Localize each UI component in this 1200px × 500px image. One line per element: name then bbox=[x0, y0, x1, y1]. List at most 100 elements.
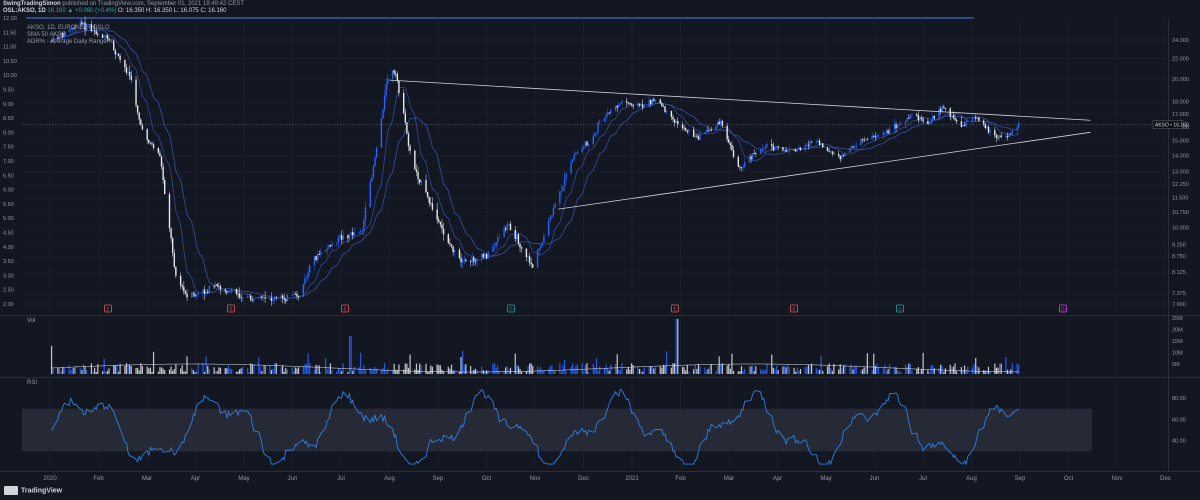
x-tick-label: Aug bbox=[966, 476, 977, 482]
candle-body bbox=[705, 130, 708, 133]
volume-bar bbox=[391, 369, 394, 374]
candle-body bbox=[597, 122, 599, 133]
candle-body bbox=[493, 245, 496, 247]
candle-body bbox=[841, 154, 843, 160]
volume-bar bbox=[183, 371, 185, 374]
candle-body bbox=[407, 133, 410, 146]
volume-bar bbox=[436, 364, 438, 374]
volume-bar bbox=[508, 370, 510, 374]
volume-bar bbox=[175, 364, 177, 374]
candle-body bbox=[916, 114, 918, 116]
volume-bar bbox=[630, 363, 633, 374]
candle-body bbox=[84, 22, 86, 31]
candle-body bbox=[866, 139, 869, 141]
volume-bar bbox=[63, 367, 65, 374]
candle-body bbox=[852, 146, 854, 148]
volume-bar bbox=[693, 369, 695, 374]
volume-label[interactable]: Vol bbox=[27, 318, 36, 324]
volume-bar bbox=[157, 371, 159, 374]
volume-bar bbox=[666, 351, 668, 374]
right-tick-label: 24.000 bbox=[1172, 38, 1189, 44]
candle-body bbox=[759, 148, 762, 154]
last-price-tag bbox=[1152, 120, 1184, 129]
candle-body bbox=[313, 256, 316, 265]
candle-body bbox=[387, 78, 389, 84]
volume-bar bbox=[331, 370, 333, 374]
volume-bar bbox=[820, 355, 822, 374]
candle-body bbox=[183, 286, 185, 292]
candle-body bbox=[152, 144, 155, 148]
volume-bar bbox=[540, 366, 542, 374]
volume-bar bbox=[336, 371, 338, 374]
volume-bar bbox=[774, 369, 776, 374]
ma-label[interactable]: SMA 50 AKSO bbox=[27, 32, 67, 38]
candle-body bbox=[975, 117, 977, 119]
volume-bar bbox=[1000, 363, 1002, 374]
volume-bar bbox=[817, 369, 819, 374]
volume-bar bbox=[227, 365, 230, 374]
candle-body bbox=[708, 129, 711, 132]
volume-bar bbox=[237, 371, 239, 374]
volume-bar bbox=[294, 367, 296, 374]
volume-bar bbox=[382, 367, 384, 374]
candle-body bbox=[348, 234, 351, 239]
candle-body bbox=[92, 30, 94, 32]
candle-body bbox=[159, 152, 161, 157]
candle-body bbox=[275, 297, 277, 299]
volume-bar bbox=[258, 357, 260, 374]
volume-bar bbox=[50, 346, 53, 374]
right-tick-label: 12.250 bbox=[1172, 182, 1189, 188]
volume-bar bbox=[452, 370, 454, 374]
candle-body bbox=[930, 120, 932, 124]
rsi-tick-label: 40.00 bbox=[1172, 439, 1186, 445]
volume-bar bbox=[793, 367, 795, 374]
candle-body bbox=[447, 234, 450, 243]
candle-body bbox=[732, 150, 735, 157]
candle-body bbox=[482, 253, 485, 258]
event-marker bbox=[790, 304, 798, 313]
volume-bar bbox=[517, 366, 520, 374]
volume-bar bbox=[463, 365, 465, 374]
candle-body bbox=[473, 257, 475, 262]
candle-body bbox=[503, 228, 505, 238]
left-tick-label: 9.50 bbox=[3, 88, 14, 94]
volume-bar bbox=[616, 354, 618, 374]
volume-bar bbox=[371, 369, 373, 374]
volume-bar bbox=[648, 366, 650, 374]
volume-bar bbox=[425, 363, 427, 374]
candle-body bbox=[469, 261, 472, 262]
ohlc-high: H: 16.350 bbox=[146, 8, 173, 14]
volume-bar bbox=[406, 363, 408, 374]
event-marker-letter: E bbox=[792, 307, 795, 312]
volume-bar bbox=[68, 365, 70, 374]
left-tick-label: 6.00 bbox=[3, 188, 14, 194]
candle-body bbox=[101, 34, 104, 38]
volume-bar bbox=[286, 369, 289, 374]
candle-body bbox=[692, 129, 695, 137]
candle-body bbox=[954, 117, 956, 120]
candle-body bbox=[898, 123, 900, 125]
candle-body bbox=[425, 180, 427, 193]
volume-bar bbox=[79, 368, 81, 374]
candle-body bbox=[449, 242, 451, 245]
volume-bar bbox=[984, 370, 986, 374]
volume-bar bbox=[753, 371, 755, 374]
left-tick-label: 11.00 bbox=[3, 45, 16, 51]
series-label[interactable]: AKSO, 1D, EURONEXT OSLO bbox=[27, 25, 110, 31]
x-tick-label: Mar bbox=[724, 476, 734, 482]
volume-bar bbox=[113, 365, 115, 374]
rsi-label[interactable]: RSI bbox=[27, 380, 38, 386]
event-marker bbox=[671, 304, 679, 313]
volume-bar bbox=[995, 367, 998, 374]
volume-bar bbox=[911, 370, 913, 374]
volume-bar bbox=[205, 356, 207, 374]
candle-body bbox=[179, 275, 182, 286]
adr-label[interactable]: ADR% - Average Daily Range % bbox=[27, 39, 114, 45]
volume-bar bbox=[509, 367, 512, 374]
volume-bar bbox=[810, 363, 813, 374]
candle-body bbox=[216, 283, 218, 287]
volume-bar bbox=[329, 363, 332, 374]
volume-bar bbox=[570, 366, 572, 374]
candle-body bbox=[74, 24, 77, 29]
